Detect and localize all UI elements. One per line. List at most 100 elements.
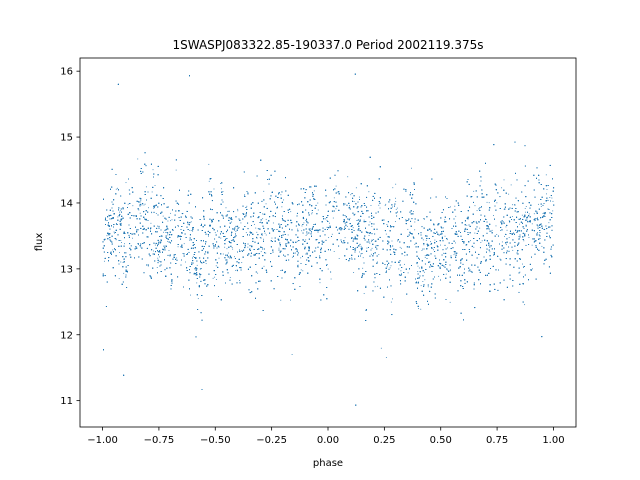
- data-point: [351, 257, 353, 259]
- data-point: [333, 251, 335, 252]
- data-point: [125, 182, 127, 184]
- data-point: [144, 203, 146, 205]
- data-point: [424, 279, 426, 281]
- data-point: [506, 229, 508, 231]
- data-point: [521, 214, 523, 216]
- data-point: [159, 251, 161, 253]
- data-point: [237, 208, 239, 210]
- data-point: [331, 233, 333, 235]
- data-point: [523, 240, 525, 242]
- data-point: [264, 232, 266, 234]
- data-point: [357, 229, 359, 231]
- data-point: [449, 206, 451, 208]
- data-point: [132, 205, 134, 207]
- data-point: [117, 216, 119, 218]
- data-point: [280, 270, 282, 271]
- data-point: [132, 237, 133, 239]
- data-point: [486, 201, 488, 203]
- chart-title: 1SWASPJ083322.85-190337.0 Period 2002119…: [172, 38, 483, 52]
- data-point: [262, 213, 264, 215]
- data-point: [398, 262, 400, 263]
- data-point: [511, 216, 513, 218]
- data-point: [374, 240, 376, 242]
- data-point: [538, 203, 539, 205]
- data-point: [412, 211, 414, 213]
- data-point: [385, 233, 387, 235]
- data-point: [370, 253, 372, 255]
- data-point: [104, 219, 106, 221]
- data-point: [449, 301, 451, 303]
- data-point: [263, 265, 265, 267]
- data-point: [512, 204, 513, 206]
- data-point: [225, 207, 227, 209]
- data-point: [453, 254, 455, 256]
- data-point: [262, 218, 264, 220]
- data-point: [167, 220, 169, 222]
- data-point: [221, 188, 223, 190]
- data-point: [302, 270, 304, 272]
- data-point: [522, 263, 523, 265]
- data-point: [516, 253, 518, 255]
- data-point: [327, 226, 329, 228]
- data-point: [390, 301, 392, 303]
- data-point: [170, 212, 172, 214]
- data-point: [440, 244, 441, 246]
- data-point: [528, 237, 530, 238]
- data-point: [265, 218, 267, 220]
- data-point: [489, 251, 491, 253]
- data-point: [176, 257, 178, 259]
- data-point: [352, 227, 354, 229]
- data-point: [444, 219, 446, 221]
- data-point: [259, 237, 261, 238]
- data-point: [213, 188, 215, 190]
- data-point: [545, 200, 547, 202]
- data-point: [454, 205, 456, 207]
- data-point: [326, 226, 328, 228]
- data-point: [379, 207, 381, 209]
- data-point: [333, 197, 335, 199]
- data-point: [145, 186, 147, 188]
- data-point: [360, 245, 362, 247]
- data-point: [299, 272, 301, 274]
- data-point: [430, 241, 432, 243]
- data-point: [446, 269, 448, 271]
- data-point: [414, 221, 416, 223]
- data-point: [417, 271, 419, 272]
- data-point: [443, 252, 445, 254]
- data-point: [432, 249, 434, 251]
- data-point: [346, 225, 348, 227]
- data-point: [103, 260, 105, 262]
- data-point: [355, 247, 357, 249]
- data-point: [421, 250, 423, 251]
- data-point: [237, 210, 239, 212]
- data-point: [518, 236, 520, 238]
- data-point: [167, 234, 169, 236]
- data-point: [355, 187, 357, 189]
- data-point: [455, 242, 456, 244]
- data-point: [113, 231, 115, 233]
- data-point: [175, 169, 177, 171]
- data-point: [513, 204, 515, 206]
- data-point: [491, 229, 493, 231]
- data-point: [140, 246, 142, 248]
- data-point: [424, 257, 426, 258]
- data-point: [326, 219, 328, 221]
- data-point: [369, 242, 371, 244]
- data-point: [385, 203, 387, 205]
- data-point: [327, 268, 329, 270]
- data-point: [371, 225, 373, 227]
- data-point: [508, 237, 510, 238]
- data-point: [231, 239, 233, 241]
- data-point: [182, 253, 184, 254]
- data-point: [287, 234, 289, 236]
- data-point: [395, 197, 396, 199]
- data-point: [139, 212, 141, 214]
- data-point: [190, 294, 191, 296]
- data-point: [424, 255, 426, 257]
- data-point: [212, 277, 214, 279]
- data-point: [422, 218, 424, 220]
- data-point: [265, 234, 267, 236]
- data-point: [257, 228, 259, 229]
- data-point: [122, 262, 124, 263]
